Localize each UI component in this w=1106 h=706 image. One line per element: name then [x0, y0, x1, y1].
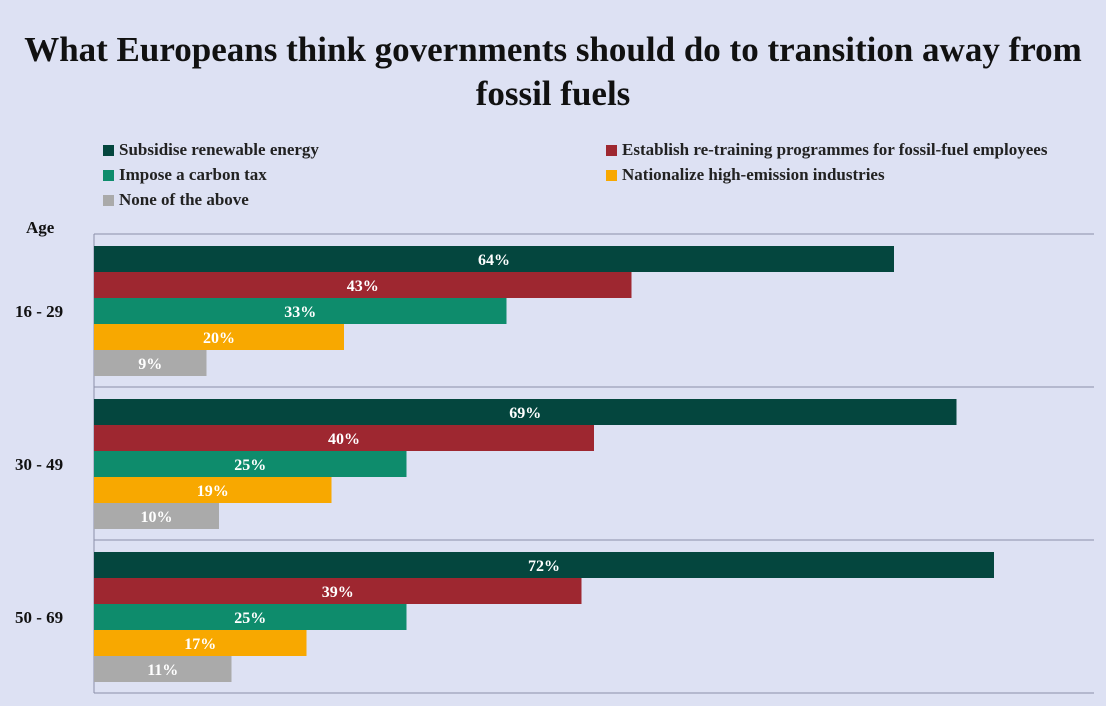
bar: [94, 477, 332, 503]
bar-data-label: 25%: [234, 457, 266, 474]
bar-data-label: 43%: [347, 278, 379, 295]
bar-data-label: 9%: [138, 356, 162, 373]
bar-data-label: 33%: [284, 304, 316, 321]
bar-data-label: 69%: [509, 405, 541, 422]
bar-data-label: 40%: [328, 431, 360, 448]
chart-title: What Europeans think governments should …: [24, 30, 1082, 113]
bar: [94, 324, 344, 350]
bar: [94, 425, 594, 451]
bar: [94, 604, 407, 630]
bar: [94, 298, 507, 324]
bar-data-label: 17%: [184, 636, 216, 653]
bar: [94, 399, 957, 425]
bar-data-label: 11%: [147, 662, 178, 679]
bar: [94, 272, 632, 298]
bar-data-label: 19%: [197, 483, 229, 500]
bar: [94, 350, 207, 376]
bar-data-label: 39%: [322, 584, 354, 601]
bar: [94, 656, 232, 682]
bar-data-label: 10%: [141, 509, 173, 526]
category-label: 50 - 69: [15, 608, 63, 627]
bar: [94, 246, 894, 272]
bar: [94, 578, 582, 604]
axis-title: Age: [26, 218, 55, 237]
category-label: 30 - 49: [15, 455, 63, 474]
bar-data-label: 72%: [528, 558, 560, 575]
bar: [94, 451, 407, 477]
bar-data-label: 64%: [478, 252, 510, 269]
category-label: 16 - 29: [15, 302, 63, 321]
bar-data-label: 20%: [203, 330, 235, 347]
bar-data-label: 25%: [234, 610, 266, 627]
bar: [94, 630, 307, 656]
bar: [94, 503, 219, 529]
bar: [94, 552, 994, 578]
